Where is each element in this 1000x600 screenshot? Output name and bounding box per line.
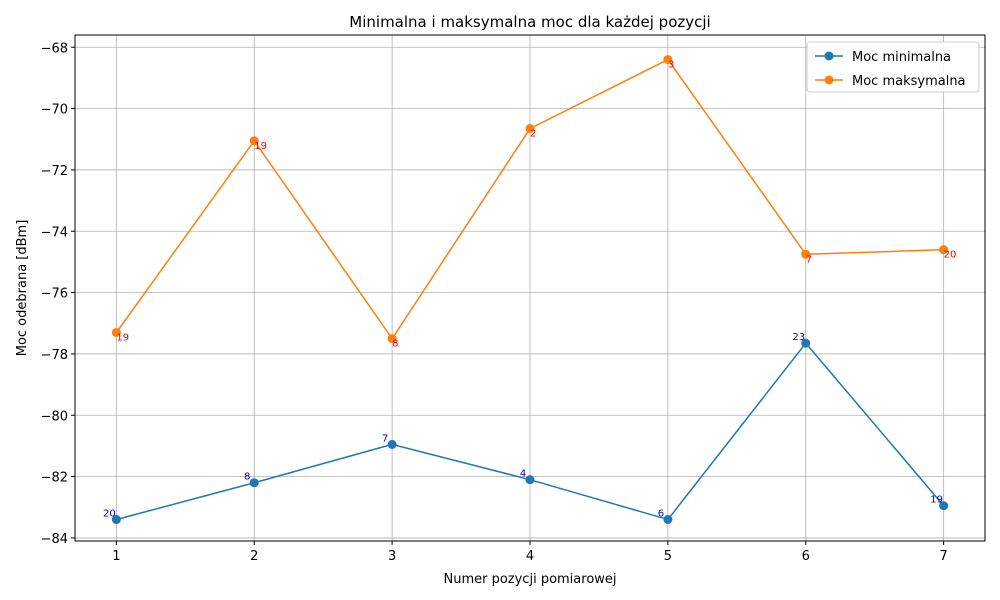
point-label: 2: [530, 129, 536, 140]
data-point: [663, 515, 673, 525]
x-axis: 1 2 3 4 5 6 7: [112, 541, 948, 564]
y-tick-label: −72: [41, 164, 68, 179]
data-point: [939, 245, 949, 255]
point-label: 20: [944, 250, 957, 261]
x-tick-label: 7: [939, 549, 947, 564]
data-point: [111, 515, 121, 525]
data-point: [111, 327, 121, 337]
data-point: [249, 478, 259, 488]
y-tick-label: −84: [41, 532, 68, 547]
y-tick-label: −70: [41, 103, 68, 118]
data-point: [801, 338, 811, 348]
x-tick-label: 5: [664, 549, 672, 564]
point-label: 6: [658, 509, 664, 520]
legend: Moc minimalna Moc maksymalna: [806, 41, 980, 93]
x-tick-label: 3: [388, 549, 396, 564]
series-layer: [111, 55, 949, 525]
data-point: [525, 475, 535, 485]
point-label: 3: [668, 60, 674, 71]
legend-box: [806, 41, 980, 93]
legend-label-min: Moc minimalna: [852, 50, 951, 65]
data-point: [801, 249, 811, 259]
point-label: 7: [806, 254, 812, 265]
legend-marker-max: [824, 75, 834, 85]
x-tick-label: 6: [802, 549, 810, 564]
point-label: 20: [103, 509, 116, 520]
y-axis-label: Moc odebrana [dBm]: [15, 220, 30, 357]
legend-label-max: Moc maksymalna: [852, 74, 966, 89]
x-tick-label: 4: [526, 549, 534, 564]
x-tick-label: 2: [250, 549, 258, 564]
legend-marker-min: [824, 51, 834, 61]
data-point: [663, 55, 673, 65]
y-tick-label: −78: [41, 348, 68, 363]
y-tick-label: −82: [41, 471, 68, 486]
y-tick-label: −76: [41, 287, 68, 302]
grid-lines: [75, 35, 985, 541]
chart-title: Minimalna i maksymalna moc dla każdej po…: [349, 13, 710, 31]
y-axis: −84 −82 −80 −78 −76 −74 −72 −70 −68: [41, 41, 75, 547]
point-label: 23: [792, 332, 805, 343]
point-label: 19: [116, 332, 129, 343]
data-point: [249, 136, 259, 146]
y-tick-label: −80: [41, 409, 68, 424]
point-label: 4: [520, 469, 526, 480]
data-point: [387, 439, 397, 449]
y-tick-label: −74: [41, 225, 68, 240]
data-point: [525, 124, 535, 134]
y-tick-label: −68: [41, 41, 68, 56]
data-point: [387, 334, 397, 344]
point-label: 7: [382, 433, 388, 444]
point-label: 19: [930, 495, 943, 506]
x-axis-label: Numer pozycji pomiarowej: [443, 572, 616, 587]
point-label: 8: [392, 339, 398, 350]
x-tick-label: 1: [112, 549, 120, 564]
data-point: [939, 501, 949, 511]
point-label: 19: [254, 141, 267, 152]
point-label: 8: [244, 472, 250, 483]
